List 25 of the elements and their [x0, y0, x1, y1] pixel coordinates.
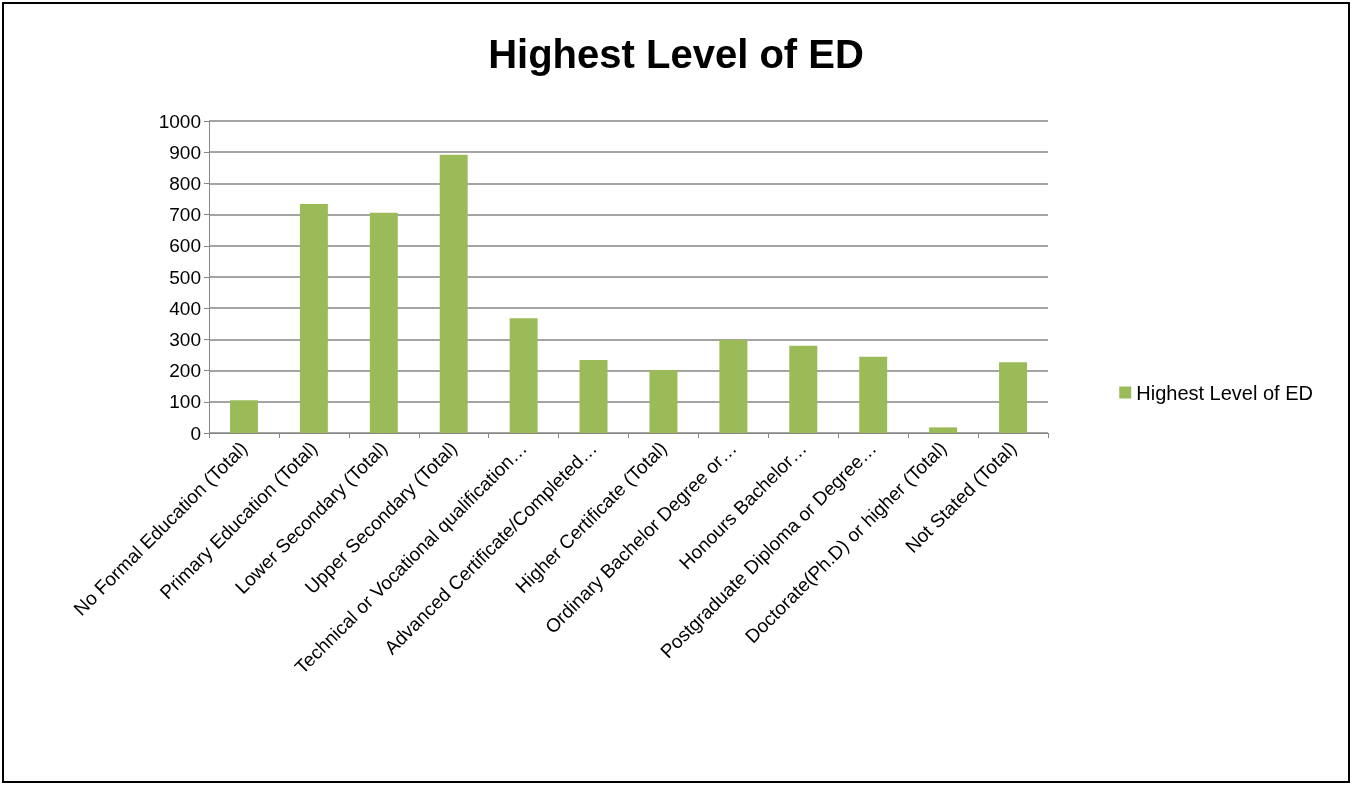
y-tick-label: 500: [169, 266, 201, 288]
y-tick-label: 300: [169, 328, 201, 350]
bar: [509, 318, 538, 433]
bar: [579, 359, 608, 433]
y-tick-label: 900: [169, 141, 201, 163]
bar: [789, 345, 818, 433]
y-tick-label: 600: [169, 235, 201, 257]
y-tick-label: 700: [169, 204, 201, 226]
y-tick-label: 800: [169, 172, 201, 194]
bar: [439, 154, 468, 433]
legend-label: Highest Level of ED: [1136, 381, 1314, 404]
bar: [299, 203, 328, 433]
chart-title: Highest Level of ED: [488, 32, 864, 76]
y-tick-label: 200: [169, 360, 201, 382]
bar: [999, 362, 1028, 433]
y-tick-label: 100: [169, 391, 201, 413]
y-tick-label: 1000: [158, 110, 201, 132]
y-tick-label: 400: [169, 297, 201, 319]
bar: [859, 356, 888, 433]
bar: [369, 212, 398, 433]
bar: [649, 369, 678, 433]
y-tick-label: 0: [190, 422, 201, 444]
bar: [719, 339, 748, 433]
bar: [929, 427, 958, 433]
bar: [229, 400, 258, 433]
